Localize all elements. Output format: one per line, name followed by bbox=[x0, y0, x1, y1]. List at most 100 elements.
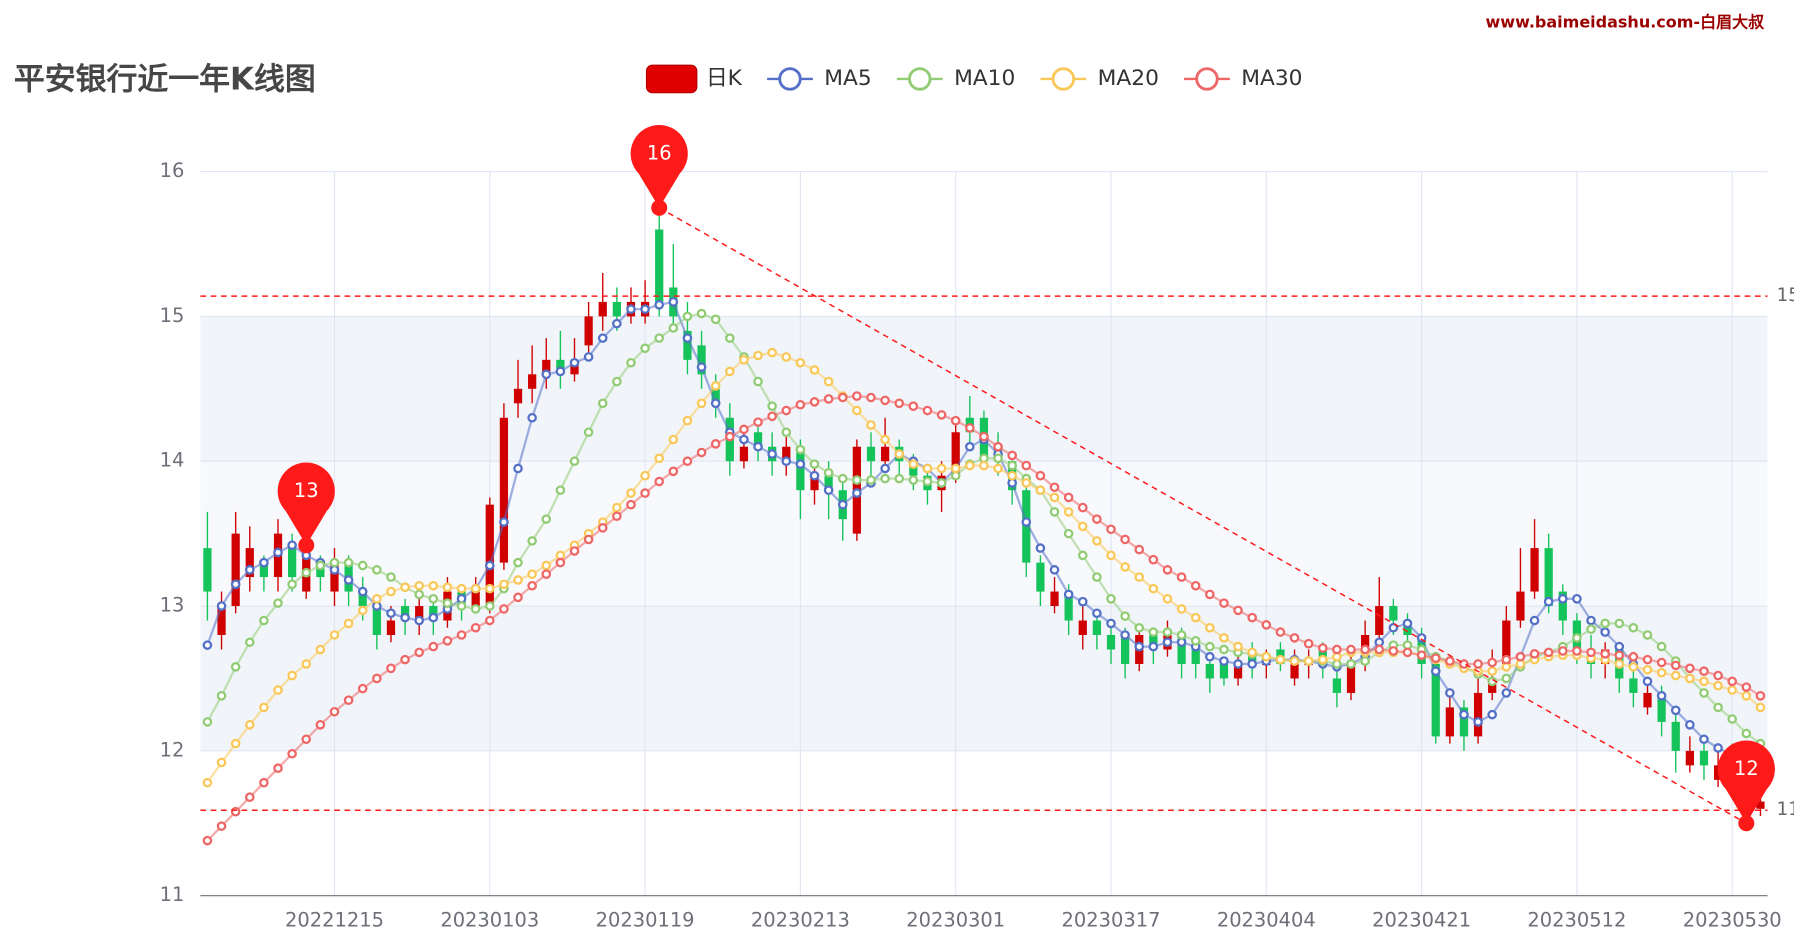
candle-body bbox=[1064, 591, 1073, 621]
ma-point bbox=[244, 637, 255, 648]
ma-point bbox=[202, 777, 213, 788]
ma-point bbox=[527, 412, 537, 423]
ma-point bbox=[795, 459, 806, 469]
legend-item[interactable]: MA20 bbox=[1040, 66, 1159, 91]
ma-point bbox=[1134, 544, 1145, 555]
ma-point bbox=[682, 415, 693, 426]
ma-point bbox=[400, 612, 410, 623]
ma-point bbox=[682, 456, 693, 467]
legend-item[interactable]: MA5 bbox=[767, 66, 872, 91]
legend-item[interactable]: 日K bbox=[645, 64, 743, 94]
ma-point bbox=[993, 441, 1003, 452]
candle-body bbox=[1643, 692, 1652, 708]
ma-point bbox=[837, 392, 848, 403]
ma-point bbox=[329, 630, 340, 640]
ma-point bbox=[696, 398, 707, 409]
ma-point bbox=[1332, 644, 1342, 655]
ma-point bbox=[781, 405, 792, 416]
ma-point bbox=[908, 475, 919, 485]
mark-line-label: 15 bbox=[1777, 285, 1794, 306]
ma-point bbox=[668, 297, 679, 307]
ma-point bbox=[1656, 641, 1667, 652]
ma-point bbox=[527, 536, 537, 546]
ma-point bbox=[950, 463, 961, 474]
legend-item[interactable]: MA30 bbox=[1184, 66, 1303, 91]
ma-point bbox=[654, 476, 665, 487]
ma-point bbox=[894, 398, 905, 409]
ma-point bbox=[1063, 507, 1074, 517]
ma-point bbox=[1586, 647, 1596, 658]
ma-point bbox=[1289, 633, 1300, 643]
legend-item[interactable]: MA10 bbox=[896, 66, 1015, 91]
ma-point bbox=[287, 670, 297, 681]
ma-point bbox=[880, 395, 890, 406]
x-tick-label: 20230404 bbox=[1217, 908, 1316, 931]
ma-point bbox=[301, 659, 312, 669]
ma-point bbox=[442, 582, 453, 593]
ma-point bbox=[484, 560, 495, 571]
candle-body bbox=[386, 620, 396, 636]
x-tick-label: 20230317 bbox=[1062, 908, 1161, 931]
ma-point bbox=[1205, 641, 1215, 652]
ma-point bbox=[1741, 682, 1752, 692]
trend-line bbox=[658, 207, 1747, 824]
ma-point bbox=[767, 401, 777, 411]
ma-point bbox=[244, 565, 255, 575]
ma-point bbox=[866, 392, 876, 403]
ma-point bbox=[1628, 622, 1639, 633]
ma-point bbox=[1049, 492, 1060, 503]
ma-point bbox=[343, 575, 354, 585]
legend-label: MA30 bbox=[1241, 66, 1302, 91]
ma-point bbox=[1600, 618, 1610, 629]
candle-body bbox=[330, 562, 339, 592]
ma-point bbox=[513, 557, 523, 568]
x-tick-label: 20230301 bbox=[906, 908, 1005, 931]
ma-point bbox=[583, 427, 594, 438]
ma-point bbox=[1021, 478, 1032, 488]
candle-body bbox=[1516, 591, 1525, 621]
ma-point bbox=[1656, 667, 1667, 678]
ma-point bbox=[753, 417, 763, 427]
ma-point bbox=[739, 424, 749, 435]
legend-label: MA10 bbox=[954, 66, 1015, 91]
candle-body bbox=[1233, 663, 1243, 679]
ma-point bbox=[569, 456, 580, 467]
ma-point bbox=[753, 376, 763, 387]
ma-point bbox=[597, 523, 608, 533]
watermark: www.baimeidashu.com-白眉大叔 bbox=[1486, 12, 1766, 31]
ma-point bbox=[993, 463, 1003, 474]
ma-point bbox=[1755, 702, 1766, 713]
ma-point bbox=[1445, 656, 1455, 666]
ma-point bbox=[612, 376, 622, 387]
ma-point bbox=[273, 763, 283, 774]
mark-point-pin bbox=[630, 125, 688, 208]
ma-point bbox=[1741, 691, 1752, 701]
ma-point bbox=[357, 605, 368, 616]
ma-point bbox=[1205, 622, 1215, 633]
candle-body bbox=[1050, 591, 1059, 607]
ma-point bbox=[1572, 633, 1582, 643]
candle-body bbox=[471, 591, 480, 607]
ma-point bbox=[555, 366, 566, 377]
ma-point bbox=[1275, 627, 1286, 637]
ma-point bbox=[936, 478, 947, 488]
ma-point bbox=[287, 579, 297, 590]
ma-point bbox=[1247, 647, 1257, 658]
ma-point bbox=[1741, 728, 1752, 739]
candle-body bbox=[1756, 801, 1765, 809]
ma-point bbox=[569, 546, 580, 556]
ma-point bbox=[979, 460, 989, 471]
ma-point bbox=[202, 835, 213, 846]
ma-point bbox=[1092, 514, 1102, 524]
ma-point bbox=[1416, 650, 1427, 661]
ma-point bbox=[259, 557, 269, 568]
ma-point bbox=[922, 463, 933, 474]
ma-point bbox=[357, 560, 368, 571]
plot-background bbox=[200, 171, 1768, 896]
ma-point bbox=[894, 473, 905, 484]
ma-point bbox=[640, 343, 650, 354]
ma-point bbox=[414, 615, 425, 626]
ma-point bbox=[922, 476, 933, 487]
candle-body bbox=[1685, 750, 1694, 766]
ma-point bbox=[1557, 646, 1568, 656]
